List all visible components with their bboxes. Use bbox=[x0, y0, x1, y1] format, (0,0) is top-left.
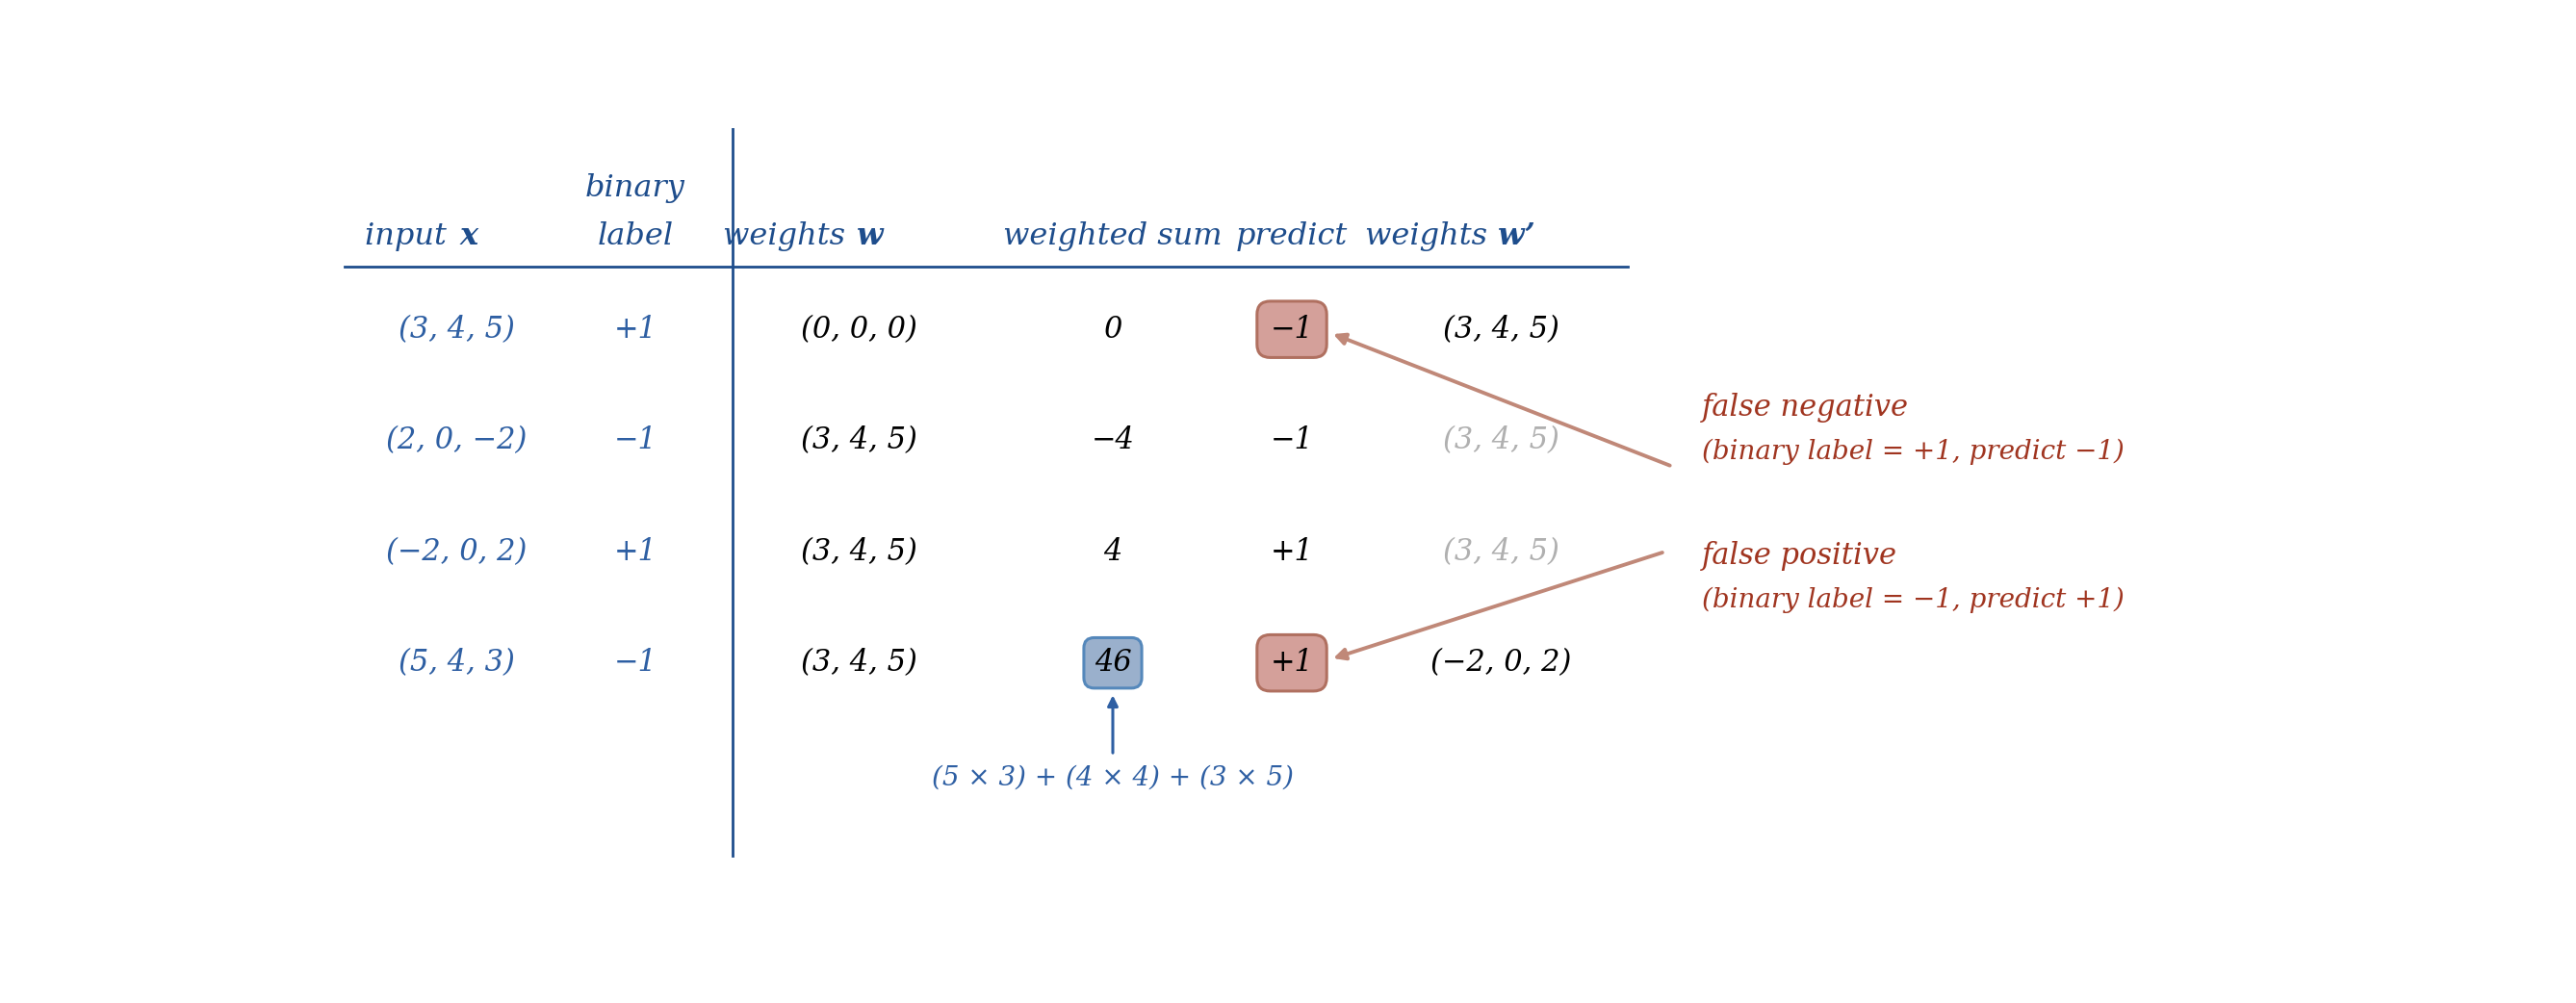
Text: (3, 4, 5): (3, 4, 5) bbox=[399, 315, 515, 344]
Text: x: x bbox=[461, 222, 479, 252]
Text: (binary label = −1, predict +1): (binary label = −1, predict +1) bbox=[1703, 587, 2125, 613]
Text: weights: weights bbox=[1365, 222, 1497, 252]
Text: binary: binary bbox=[585, 174, 685, 204]
Text: (3, 4, 5): (3, 4, 5) bbox=[801, 425, 917, 455]
Text: (−2, 0, 2): (−2, 0, 2) bbox=[1430, 648, 1571, 678]
Text: +1: +1 bbox=[1270, 537, 1314, 567]
Text: −1: −1 bbox=[613, 648, 657, 678]
Text: −1: −1 bbox=[1270, 315, 1314, 344]
Text: weights: weights bbox=[724, 222, 855, 252]
Text: (binary label = +1, predict −1): (binary label = +1, predict −1) bbox=[1703, 438, 2125, 464]
Text: (3, 4, 5): (3, 4, 5) bbox=[1443, 425, 1558, 455]
Text: false positive: false positive bbox=[1703, 541, 1899, 571]
Text: +1: +1 bbox=[1270, 648, 1314, 678]
Text: w’: w’ bbox=[1497, 222, 1535, 252]
Text: w: w bbox=[855, 222, 881, 252]
Text: (3, 4, 5): (3, 4, 5) bbox=[1443, 537, 1558, 567]
Text: −1: −1 bbox=[1270, 425, 1314, 455]
Text: +1: +1 bbox=[613, 315, 657, 344]
Text: weighted sum: weighted sum bbox=[1002, 222, 1224, 252]
Text: (−2, 0, 2): (−2, 0, 2) bbox=[386, 537, 526, 567]
Text: (2, 0, −2): (2, 0, −2) bbox=[386, 425, 526, 455]
Text: (3, 4, 5): (3, 4, 5) bbox=[801, 537, 917, 567]
Text: 0: 0 bbox=[1103, 315, 1123, 344]
Text: 46: 46 bbox=[1095, 648, 1131, 678]
Text: +1: +1 bbox=[613, 537, 657, 567]
Text: false negative: false negative bbox=[1703, 392, 1909, 422]
Text: −4: −4 bbox=[1092, 425, 1133, 455]
Text: (3, 4, 5): (3, 4, 5) bbox=[801, 648, 917, 678]
Text: input: input bbox=[366, 222, 456, 252]
Text: predict: predict bbox=[1236, 222, 1347, 252]
Text: (0, 0, 0): (0, 0, 0) bbox=[801, 315, 917, 344]
Text: (5, 4, 3): (5, 4, 3) bbox=[399, 648, 515, 678]
Text: 4: 4 bbox=[1103, 537, 1123, 567]
Text: (3, 4, 5): (3, 4, 5) bbox=[1443, 315, 1558, 344]
Text: −1: −1 bbox=[613, 425, 657, 455]
Text: label: label bbox=[598, 222, 672, 252]
Text: (5 × 3) + (4 × 4) + (3 × 5): (5 × 3) + (4 × 4) + (3 × 5) bbox=[933, 765, 1293, 790]
